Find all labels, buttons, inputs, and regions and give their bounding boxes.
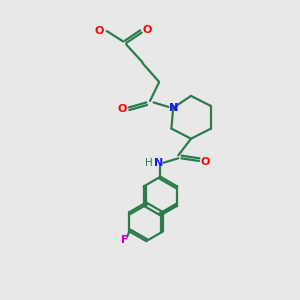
Text: O: O xyxy=(117,104,127,114)
Text: F: F xyxy=(121,235,129,245)
Text: N: N xyxy=(154,158,163,168)
Text: O: O xyxy=(142,25,152,34)
Text: O: O xyxy=(95,26,104,36)
Text: H: H xyxy=(145,158,152,168)
Text: N: N xyxy=(169,103,178,113)
Text: N: N xyxy=(169,103,178,113)
Text: O: O xyxy=(200,157,210,167)
